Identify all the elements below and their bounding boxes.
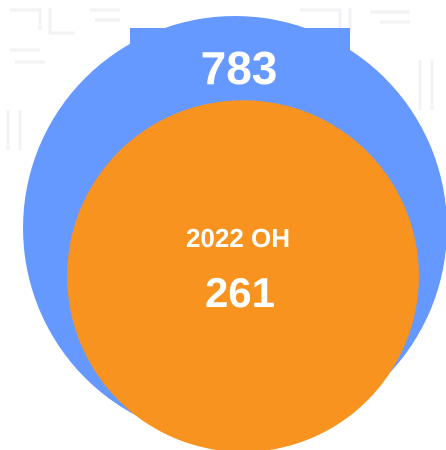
background-pattern bbox=[6, 8, 434, 150]
value-label: 783 bbox=[201, 42, 278, 94]
circle bbox=[67, 100, 419, 450]
plot: 783 2022 OH 261 bbox=[23, 16, 446, 450]
value-label: 261 bbox=[205, 269, 275, 316]
category-label: 2022 OH bbox=[186, 223, 290, 253]
